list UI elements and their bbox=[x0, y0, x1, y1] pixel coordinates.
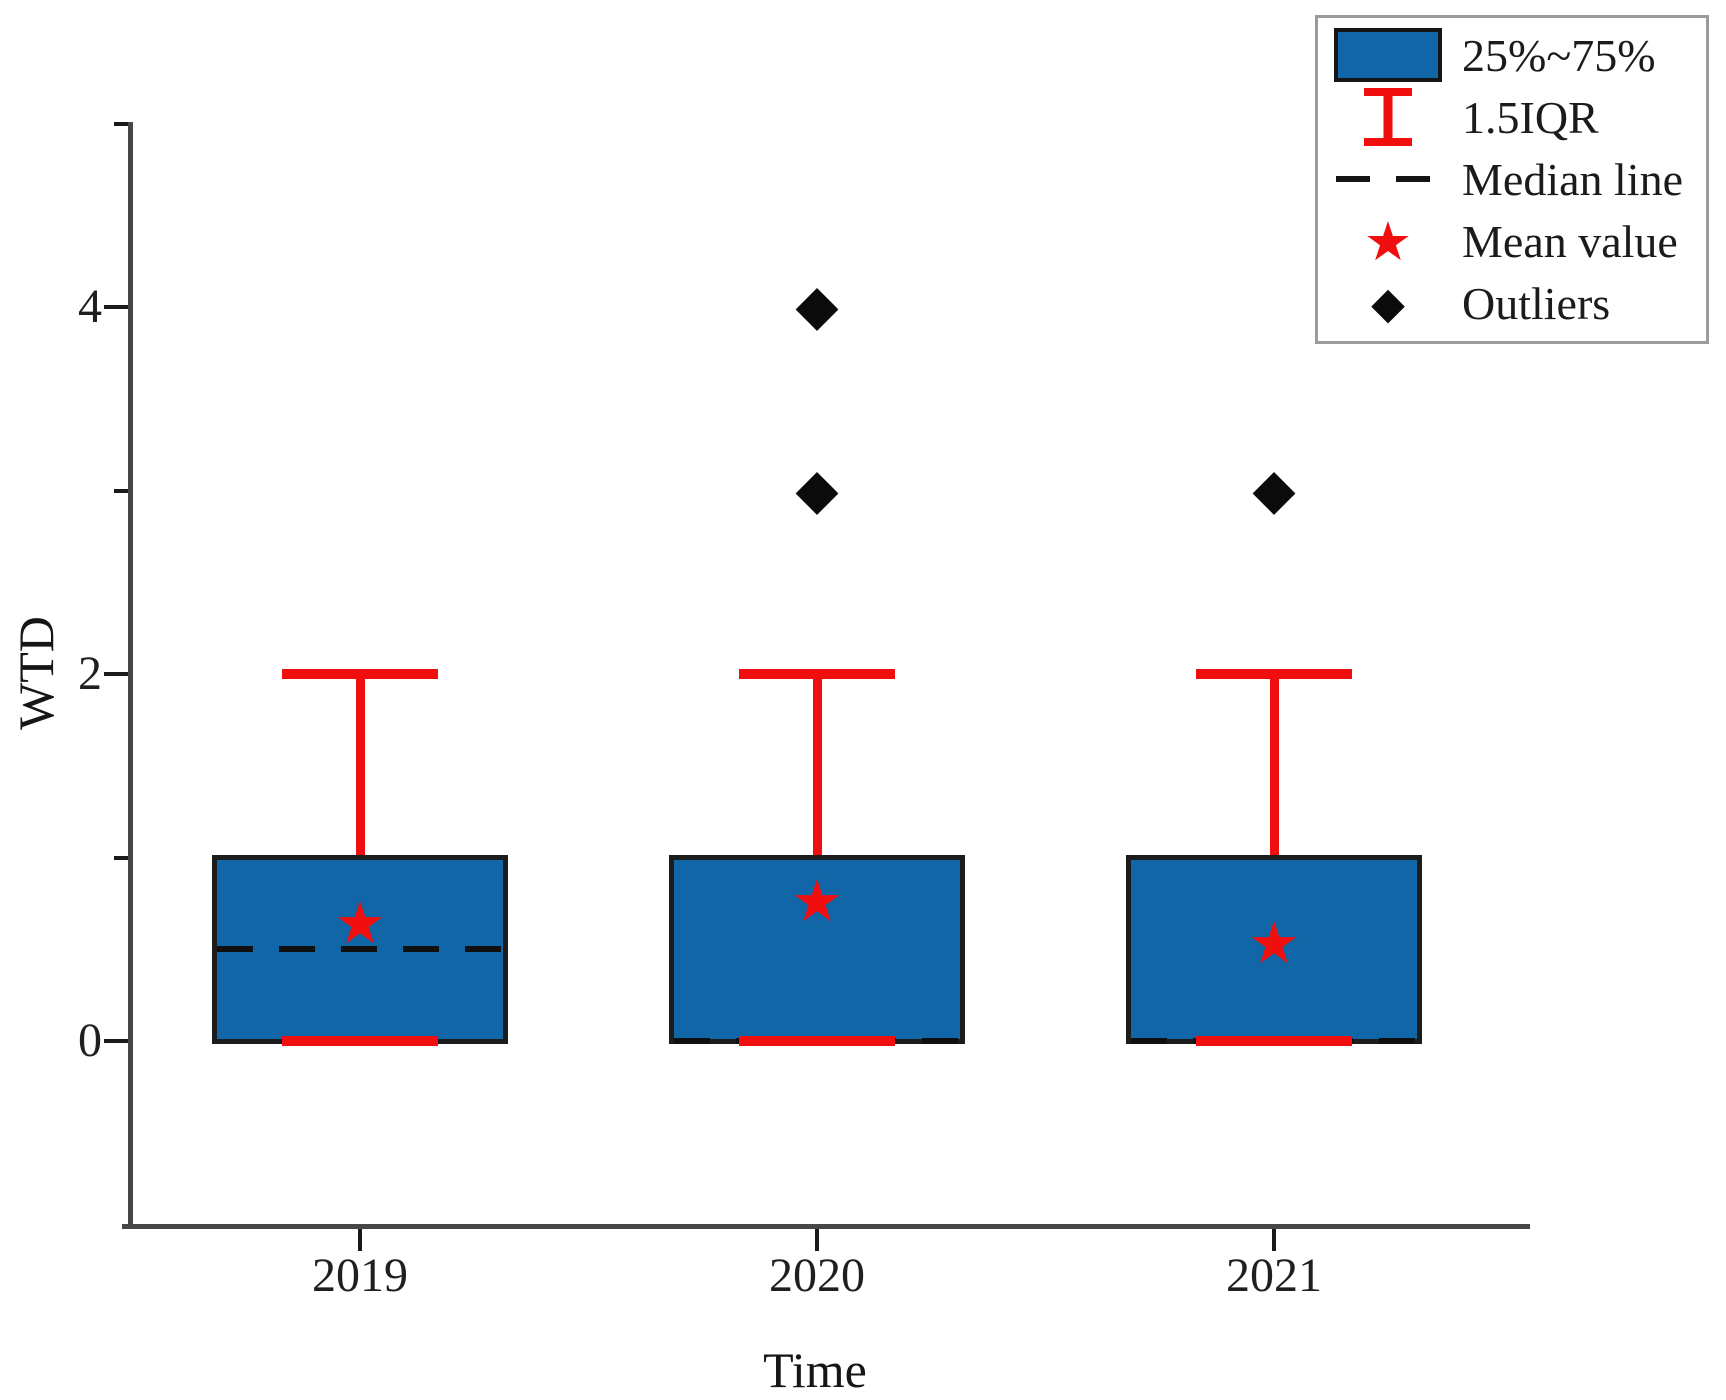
whisker-icon bbox=[1364, 88, 1412, 147]
y-minor-tick-3 bbox=[114, 488, 128, 493]
whisker-cap-high-2021 bbox=[1196, 669, 1352, 679]
x-tick-label-2019: 2019 bbox=[312, 1249, 408, 1302]
y-tick-4 bbox=[104, 305, 128, 309]
y-tick-2 bbox=[104, 672, 128, 676]
outlier-2020-3: ◆ bbox=[795, 456, 839, 522]
whisker-cap-low-2019 bbox=[282, 1036, 438, 1046]
y-tick-label-0: 0 bbox=[78, 1014, 102, 1067]
legend-item-mean: ★ Mean value bbox=[1324, 211, 1700, 273]
x-tick-2019 bbox=[358, 1229, 362, 1251]
whisker-stem-2019 bbox=[355, 674, 365, 861]
y-tick-label-2: 2 bbox=[78, 647, 102, 700]
mean-marker-2019: ★ bbox=[334, 888, 386, 957]
x-tick-label-2020: 2020 bbox=[769, 1249, 865, 1302]
x-tick-label-2021: 2021 bbox=[1226, 1249, 1322, 1302]
whisker-cap-high-2020 bbox=[739, 669, 895, 679]
mean-marker-2021: ★ bbox=[1248, 908, 1300, 977]
y-minor-tick-5 bbox=[114, 121, 128, 126]
outlier-2020-4: ◆ bbox=[795, 272, 839, 338]
y-axis-label: WTD bbox=[8, 616, 64, 730]
legend-item-median: Median line bbox=[1324, 148, 1700, 210]
y-minor-tick-1 bbox=[114, 855, 128, 860]
box-swatch-icon bbox=[1334, 28, 1442, 83]
legend-item-label: Outliers bbox=[1462, 278, 1611, 330]
y-tick-label-4: 4 bbox=[78, 280, 102, 333]
legend-item-outliers: ◆ Outliers bbox=[1324, 273, 1700, 335]
legend-item-label: Mean value bbox=[1462, 216, 1678, 268]
legend-item-iqr-box: 25%~75% bbox=[1324, 24, 1700, 86]
y-axis-line bbox=[128, 122, 133, 1229]
legend: 25%~75% 1.5IQR Median line ★ Mean value … bbox=[1315, 15, 1709, 344]
box-2021 bbox=[1126, 855, 1422, 1044]
whisker-stem-2020 bbox=[812, 674, 822, 861]
outlier-2021-3: ◆ bbox=[1252, 456, 1296, 522]
diamond-icon: ◆ bbox=[1371, 277, 1405, 329]
x-axis-label: Time bbox=[763, 1342, 867, 1398]
x-axis-line bbox=[122, 1224, 1530, 1229]
legend-item-label: 25%~75% bbox=[1462, 29, 1656, 81]
mean-marker-2020: ★ bbox=[791, 866, 843, 935]
star-icon: ★ bbox=[1363, 209, 1413, 273]
y-tick-0 bbox=[104, 1039, 128, 1043]
x-tick-2020 bbox=[815, 1229, 819, 1251]
dashed-line-icon bbox=[1336, 176, 1440, 183]
legend-item-whisker: 1.5IQR bbox=[1324, 86, 1700, 148]
legend-item-label: 1.5IQR bbox=[1462, 91, 1599, 143]
whisker-cap-low-2021 bbox=[1196, 1036, 1352, 1046]
box-2020 bbox=[669, 855, 965, 1044]
median-line-2019 bbox=[217, 946, 503, 953]
whisker-cap-low-2020 bbox=[739, 1036, 895, 1046]
whisker-cap-high-2019 bbox=[282, 669, 438, 679]
legend-item-label: Median line bbox=[1462, 153, 1683, 205]
x-tick-2021 bbox=[1272, 1229, 1276, 1251]
whisker-stem-2021 bbox=[1269, 674, 1279, 861]
